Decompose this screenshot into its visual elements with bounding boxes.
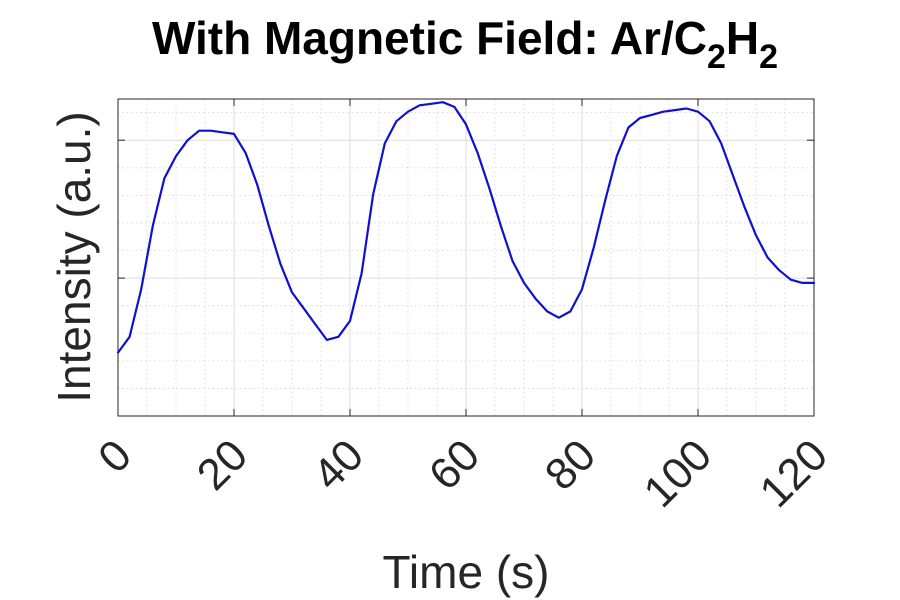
x-axis-label: Time (s) [383, 546, 550, 598]
x-tick-label: 120 [751, 430, 838, 517]
x-tick-label: 40 [304, 430, 373, 499]
x-tick-labels: 0 20 40 60 80 100 120 [89, 430, 837, 517]
x-tick-label: 0 [89, 430, 141, 482]
major-grid [117, 99, 815, 416]
x-tick-label: 100 [635, 430, 722, 517]
intensity-line [116, 101, 816, 354]
x-tick-label: 20 [188, 430, 257, 499]
chart-title-subscript-1: 2 [707, 38, 726, 76]
chart-title: With Magnetic Field: Ar/C2H2 [152, 12, 778, 76]
x-tick-label: 60 [420, 430, 489, 499]
chart-title-mid: H [726, 12, 759, 64]
series-group [116, 101, 816, 354]
axis-ticks [117, 99, 815, 416]
y-axis-label: Intensity (a.u.) [48, 111, 100, 402]
x-tick-label: 80 [536, 430, 605, 499]
chart-title-subscript-2: 2 [759, 38, 778, 76]
chart-title-main: With Magnetic Field: Ar/C [152, 12, 707, 64]
